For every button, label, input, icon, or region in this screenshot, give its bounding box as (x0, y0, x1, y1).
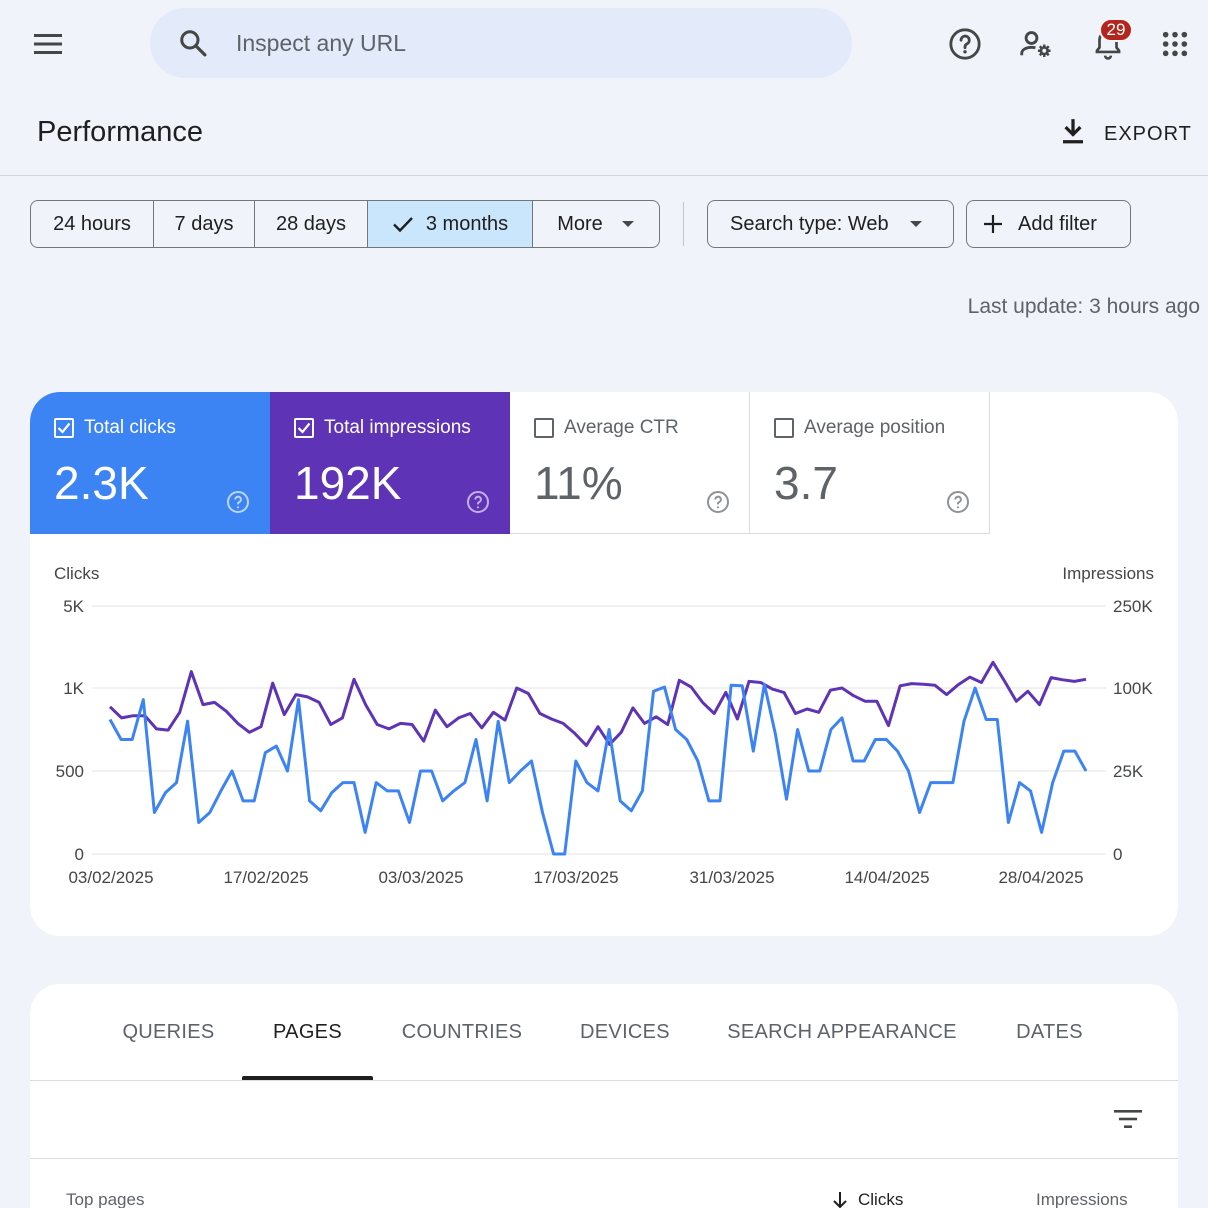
plus-icon (982, 213, 1004, 235)
help-circle-icon[interactable] (946, 490, 970, 514)
checkbox-checked-icon[interactable] (54, 418, 74, 438)
column-header-impressions[interactable]: Impressions (1036, 1190, 1128, 1208)
range-7-days[interactable]: 7 days (154, 201, 255, 247)
checkmark-icon (392, 215, 414, 233)
range-label: 3 months (425, 212, 509, 235)
metric-label: Average position (804, 417, 946, 438)
right-axis-tick-label: 0 (1113, 845, 1122, 864)
left-axis-tick-label: 5K (63, 597, 84, 616)
x-axis-tick-label: 03/03/2025 (378, 868, 463, 887)
search-input[interactable] (236, 29, 796, 57)
range-more-dropdown[interactable]: More (533, 201, 659, 247)
metric-total-impressions[interactable]: Total impressions 192K (270, 392, 510, 534)
range-label: 24 hours (53, 212, 131, 235)
left-axis-tick-label: 0 (75, 845, 84, 864)
header-divider (0, 175, 1208, 176)
last-update-text: Last update: 3 hours ago (967, 295, 1200, 318)
metric-label: Average CTR (564, 417, 679, 438)
active-tab-indicator (242, 1076, 373, 1080)
export-button[interactable]: EXPORT (1058, 116, 1192, 152)
range-label: 28 days (275, 212, 347, 235)
add-filter-label: Add filter (1018, 212, 1097, 235)
add-filter-button[interactable]: Add filter (966, 200, 1131, 248)
right-axis-title: Impressions (1062, 564, 1154, 583)
left-axis-title: Clicks (54, 564, 99, 583)
x-axis-tick-label: 17/02/2025 (223, 868, 308, 887)
table-caption: Top pages (66, 1190, 145, 1208)
range-24-hours[interactable]: 24 hours (31, 201, 154, 247)
series-line-total-impressions[interactable] (108, 660, 1087, 747)
tab-dates[interactable]: DATES (1016, 1020, 1083, 1043)
caret-down-icon (909, 220, 923, 228)
checkbox-unchecked-icon[interactable] (774, 418, 794, 438)
search-type-label: Search type: Web (730, 212, 889, 235)
page-title: Performance (37, 116, 204, 148)
metric-total-clicks[interactable]: Total clicks 2.3K (30, 392, 270, 534)
export-label: EXPORT (1104, 122, 1192, 145)
notification-count-badge: 29 (1099, 18, 1133, 42)
help-circle-icon[interactable] (466, 490, 490, 514)
dimension-tabs: QUERIES PAGES COUNTRIES DEVICES SEARCH A… (30, 984, 1178, 1081)
tab-countries[interactable]: COUNTRIES (401, 1020, 523, 1043)
x-axis-tick-label: 31/03/2025 (689, 868, 774, 887)
right-axis-tick-label: 100K (1113, 679, 1153, 698)
url-inspection-search[interactable] (150, 8, 852, 78)
column-label: Clicks (858, 1190, 904, 1208)
metric-average-position[interactable]: Average position 3.7 (750, 392, 990, 534)
date-range-selector: 24 hours 7 days 28 days 3 months More (30, 200, 660, 248)
x-axis-tick-label: 14/04/2025 (844, 868, 929, 887)
download-icon (1058, 117, 1088, 152)
range-28-days[interactable]: 28 days (255, 201, 368, 247)
range-3-months[interactable]: 3 months (368, 201, 533, 247)
range-label: More (557, 212, 603, 235)
help-circle-icon[interactable] (945, 24, 985, 64)
filter-list-icon[interactable] (1108, 1099, 1148, 1139)
top-app-bar: 29 (0, 0, 1208, 90)
metric-value: 11% (534, 457, 623, 509)
performance-card: Total clicks 2.3K Total impressions 192K… (30, 392, 1178, 936)
manage-accounts-icon[interactable] (1016, 24, 1056, 64)
series-line-total-clicks[interactable] (108, 682, 1088, 856)
range-label: 7 days (174, 212, 234, 235)
metric-value: 3.7 (774, 457, 838, 509)
checkbox-unchecked-icon[interactable] (534, 418, 554, 438)
search-type-filter[interactable]: Search type: Web (707, 200, 954, 248)
filter-separator (683, 202, 684, 246)
tab-queries[interactable]: QUERIES (122, 1020, 215, 1043)
x-axis-tick-label: 28/04/2025 (998, 868, 1083, 887)
tab-search-appearance[interactable]: SEARCH APPEARANCE (727, 1020, 957, 1043)
checkbox-checked-icon[interactable] (294, 418, 314, 438)
metric-average-ctr[interactable]: Average CTR 11% (510, 392, 750, 534)
tab-devices[interactable]: DEVICES (580, 1020, 670, 1043)
column-header-clicks[interactable]: Clicks (832, 1190, 903, 1208)
left-axis-tick-label: 500 (56, 762, 84, 781)
x-axis-tick-label: 03/02/2025 (68, 868, 153, 887)
caret-down-icon (621, 220, 635, 228)
x-axis-tick-label: 17/03/2025 (533, 868, 618, 887)
menu-icon[interactable] (30, 26, 66, 62)
table-card: QUERIES PAGES COUNTRIES DEVICES SEARCH A… (30, 984, 1178, 1208)
right-axis-tick-label: 250K (1113, 597, 1153, 616)
metric-value: 2.3K (54, 457, 149, 509)
help-circle-icon[interactable] (226, 490, 250, 514)
metric-label: Total clicks (84, 417, 176, 438)
metric-label: Total impressions (324, 417, 471, 438)
search-icon[interactable] (176, 26, 210, 60)
metric-value: 192K (294, 457, 402, 509)
arrow-down-icon (832, 1191, 848, 1208)
left-axis-tick-label: 1K (63, 679, 84, 698)
table-toolbar (30, 1081, 1178, 1159)
tab-pages[interactable]: PAGES (273, 1020, 342, 1043)
apps-grid-icon[interactable] (1155, 24, 1195, 64)
help-circle-icon[interactable] (706, 490, 730, 514)
right-axis-tick-label: 25K (1113, 762, 1144, 781)
